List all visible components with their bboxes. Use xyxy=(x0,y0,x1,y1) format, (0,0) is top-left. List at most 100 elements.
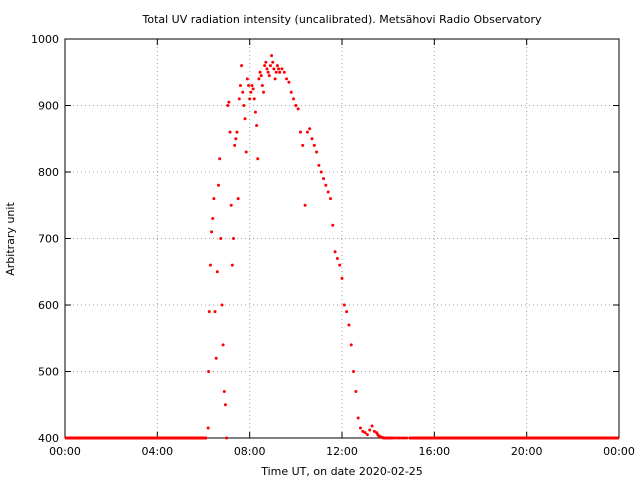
data-point xyxy=(287,80,291,84)
data-point xyxy=(244,150,248,154)
data-point xyxy=(247,84,251,88)
data-point xyxy=(268,64,272,68)
data-point xyxy=(235,130,239,134)
data-point xyxy=(333,250,337,254)
data-point xyxy=(326,190,330,194)
data-point xyxy=(229,203,233,207)
data-point xyxy=(266,70,270,74)
data-point xyxy=(262,90,266,94)
data-point xyxy=(240,64,244,68)
data-point xyxy=(368,428,372,432)
y-tick-label: 400 xyxy=(38,432,59,445)
data-point xyxy=(282,70,286,74)
data-point xyxy=(298,130,302,134)
data-point xyxy=(315,150,319,154)
data-point xyxy=(243,117,247,121)
data-point xyxy=(275,64,279,68)
data-point xyxy=(347,323,351,327)
data-point xyxy=(391,436,395,440)
data-point xyxy=(256,157,260,161)
x-axis-label: Time UT, on date 2020-02-25 xyxy=(260,465,423,478)
data-point xyxy=(292,97,296,101)
x-tick-label: 20:00 xyxy=(511,445,543,458)
data-point xyxy=(238,84,242,88)
data-point xyxy=(400,436,404,440)
data-point xyxy=(331,223,335,227)
data-point xyxy=(228,130,232,134)
data-point xyxy=(250,84,254,88)
data-point xyxy=(265,67,269,71)
x-tick-label: 00:00 xyxy=(603,445,635,458)
data-point xyxy=(358,426,362,430)
y-axis-label: Arbitrary unit xyxy=(4,202,17,276)
data-point xyxy=(225,436,229,440)
data-point xyxy=(255,123,259,127)
grid-lines xyxy=(65,39,619,438)
data-point xyxy=(236,197,240,201)
y-tick-label: 800 xyxy=(38,166,59,179)
data-point xyxy=(213,310,217,314)
data-point xyxy=(305,130,309,134)
data-point xyxy=(245,77,249,81)
x-tick-label: 16:00 xyxy=(418,445,450,458)
data-point xyxy=(222,389,226,393)
data-point xyxy=(220,303,224,307)
x-tick-label: 08:00 xyxy=(234,445,266,458)
data-point xyxy=(296,107,300,111)
data-point xyxy=(365,433,369,437)
data-point xyxy=(349,343,353,347)
x-tick-label: 00:00 xyxy=(49,445,81,458)
y-tick-label: 600 xyxy=(38,299,59,312)
data-point xyxy=(356,416,360,420)
y-tick-label: 900 xyxy=(38,100,59,113)
data-point xyxy=(253,110,257,114)
data-point xyxy=(271,60,275,64)
data-point xyxy=(335,256,339,260)
data-points xyxy=(65,54,619,440)
axis-ticks xyxy=(64,38,620,439)
data-point xyxy=(207,310,211,314)
data-point xyxy=(324,183,328,187)
data-point xyxy=(405,436,409,440)
data-point xyxy=(289,90,293,94)
data-point xyxy=(267,74,271,78)
data-point xyxy=(258,70,262,74)
data-point xyxy=(340,276,344,280)
data-point xyxy=(260,84,264,88)
data-point xyxy=(277,67,281,71)
data-point xyxy=(242,104,246,107)
data-point xyxy=(259,74,263,78)
data-point xyxy=(361,429,365,433)
data-point xyxy=(218,157,222,161)
data-point xyxy=(237,97,241,101)
data-point xyxy=(352,370,356,373)
data-point xyxy=(303,203,307,207)
data-point xyxy=(234,137,238,141)
data-point xyxy=(398,436,402,440)
chart-title: Total UV radiation intensity (uncalibrat… xyxy=(142,13,542,26)
data-point xyxy=(301,143,305,147)
y-tick-labels: 400 500 600 700 800 900 1000 xyxy=(31,33,59,445)
data-point xyxy=(214,356,218,360)
data-point xyxy=(227,100,231,104)
data-point xyxy=(285,77,289,81)
data-point xyxy=(257,77,261,81)
data-point xyxy=(274,70,278,74)
data-point xyxy=(395,436,399,440)
data-point xyxy=(249,90,253,94)
data-point xyxy=(338,263,342,267)
data-point xyxy=(251,87,255,91)
x-tick-labels: 00:00 04:00 08:00 12:00 16:00 20:00 00:00 xyxy=(49,445,635,458)
data-point xyxy=(345,310,349,314)
data-point xyxy=(342,303,346,307)
data-point xyxy=(273,77,277,81)
data-point xyxy=(233,143,237,147)
data-point xyxy=(206,426,210,430)
data-point xyxy=(319,170,323,174)
data-point xyxy=(221,343,225,347)
data-point xyxy=(280,67,284,71)
data-point xyxy=(226,104,230,107)
data-point xyxy=(354,389,358,393)
data-point xyxy=(272,67,276,71)
